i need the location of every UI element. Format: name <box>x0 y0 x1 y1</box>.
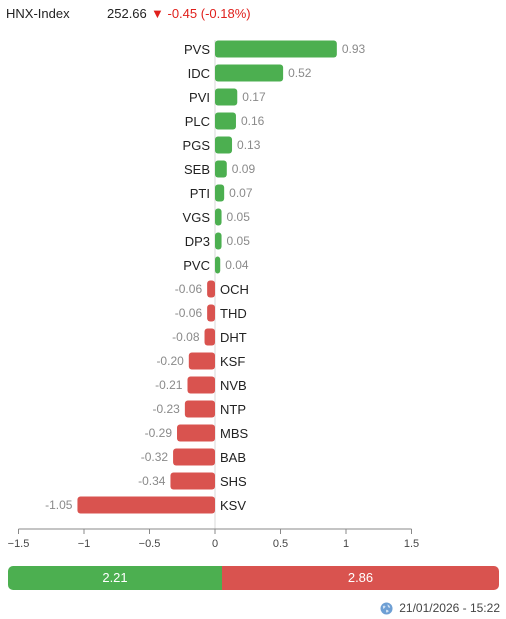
category-label-SEB: SEB <box>184 162 210 177</box>
summary-bar: 2.21 2.86 <box>8 566 499 590</box>
bar-THD[interactable] <box>207 304 215 322</box>
value-label-KSF: -0.20 <box>156 354 184 368</box>
x-tick-label-1: −1 <box>78 538 91 550</box>
category-label-THD: THD <box>220 306 247 321</box>
value-label-SEB: 0.09 <box>232 162 256 176</box>
bar-SEB[interactable] <box>215 160 227 178</box>
value-label-DHT: -0.08 <box>172 330 200 344</box>
x-tick-label-0: −1.5 <box>8 538 30 550</box>
value-label-BAB: -0.32 <box>141 450 169 464</box>
bar-PVS[interactable] <box>215 40 337 58</box>
value-label-NVB: -0.21 <box>155 378 183 392</box>
category-label-KSV: KSV <box>220 498 246 513</box>
timestamp-row: 21/01/2026 - 15:22 <box>380 600 500 616</box>
timestamp: 21/01/2026 - 15:22 <box>399 601 500 615</box>
x-tick-label-2: −0.5 <box>139 538 161 550</box>
bar-MBS[interactable] <box>177 424 215 442</box>
category-label-PVI: PVI <box>189 90 210 105</box>
value-label-PGS: 0.13 <box>237 138 261 152</box>
bar-PVI[interactable] <box>215 88 238 106</box>
category-label-OCH: OCH <box>220 282 249 297</box>
x-tick-label-4: 0.5 <box>273 538 288 550</box>
x-axis: −1.5 −1 −0.5 0 0.5 1 1.5 <box>8 528 419 550</box>
category-label-PTI: PTI <box>190 186 210 201</box>
value-label-OCH: -0.06 <box>175 282 203 296</box>
x-tick-label-3: 0 <box>212 538 218 550</box>
category-label-MBS: MBS <box>220 426 249 441</box>
x-tick-label-6: 1.5 <box>404 538 419 550</box>
category-label-BAB: BAB <box>220 450 246 465</box>
bar-NTP[interactable] <box>184 400 215 418</box>
value-label-IDC: 0.52 <box>288 66 312 80</box>
category-label-PVC: PVC <box>183 258 210 273</box>
bar-NVB[interactable] <box>187 376 215 394</box>
bar-PVC[interactable] <box>215 256 221 274</box>
value-label-PVI: 0.17 <box>242 90 266 104</box>
bar-KSF[interactable] <box>188 352 215 370</box>
category-label-PGS: PGS <box>183 138 211 153</box>
bar-OCH[interactable] <box>207 280 215 298</box>
value-label-PVC: 0.04 <box>225 258 249 272</box>
index-value: 252.66 <box>107 6 147 21</box>
index-name: HNX-Index <box>6 6 70 21</box>
value-label-MBS: -0.29 <box>145 426 173 440</box>
bar-DP3[interactable] <box>215 232 222 250</box>
value-label-PVS: 0.93 <box>342 42 366 56</box>
category-label-DHT: DHT <box>220 330 247 345</box>
summary-positive-segment: 2.21 <box>8 566 223 590</box>
x-tick-label-5: 1 <box>343 538 349 550</box>
globe-icon <box>380 601 393 615</box>
bar-DHT[interactable] <box>204 328 215 346</box>
category-label-DP3: DP3 <box>185 234 210 249</box>
category-label-SHS: SHS <box>220 474 247 489</box>
bar-IDC[interactable] <box>215 64 284 82</box>
category-label-IDC: IDC <box>188 66 210 81</box>
bar-PTI[interactable] <box>215 184 225 202</box>
bar-KSV[interactable] <box>77 496 215 514</box>
value-label-NTP: -0.23 <box>153 402 181 416</box>
bar-PGS[interactable] <box>215 136 233 154</box>
category-label-VGS: VGS <box>183 210 211 225</box>
bars-layer: PVS 0.93 IDC 0.52 PVI 0.17 PLC 0.16 PGS 0.13 SEB 0.… <box>45 40 366 529</box>
bar-VGS[interactable] <box>215 208 222 226</box>
value-label-PTI: 0.07 <box>229 186 253 200</box>
category-label-KSF: KSF <box>220 354 245 369</box>
bar-SHS[interactable] <box>170 472 215 490</box>
index-change-text: -0.45 (-0.18%) <box>167 6 251 21</box>
category-label-NVB: NVB <box>220 378 247 393</box>
value-label-VGS: 0.05 <box>227 210 251 224</box>
category-label-PLC: PLC <box>185 114 210 129</box>
index-change: ▼ -0.45 (-0.18%) <box>151 4 251 24</box>
contribution-bar-chart: PVS 0.93 IDC 0.52 PVI 0.17 PLC 0.16 PGS 0.13 SEB 0.… <box>8 40 419 550</box>
value-label-PLC: 0.16 <box>241 114 265 128</box>
summary-negative-segment: 2.86 <box>222 566 499 590</box>
value-label-KSV: -1.05 <box>45 498 73 512</box>
value-label-SHS: -0.34 <box>138 474 166 488</box>
value-label-THD: -0.06 <box>175 306 203 320</box>
bar-PLC[interactable] <box>215 112 236 130</box>
category-label-PVS: PVS <box>184 42 210 57</box>
bar-BAB[interactable] <box>173 448 215 466</box>
category-label-NTP: NTP <box>220 402 246 417</box>
value-label-DP3: 0.05 <box>227 234 251 248</box>
down-arrow-icon: ▼ <box>151 6 164 21</box>
